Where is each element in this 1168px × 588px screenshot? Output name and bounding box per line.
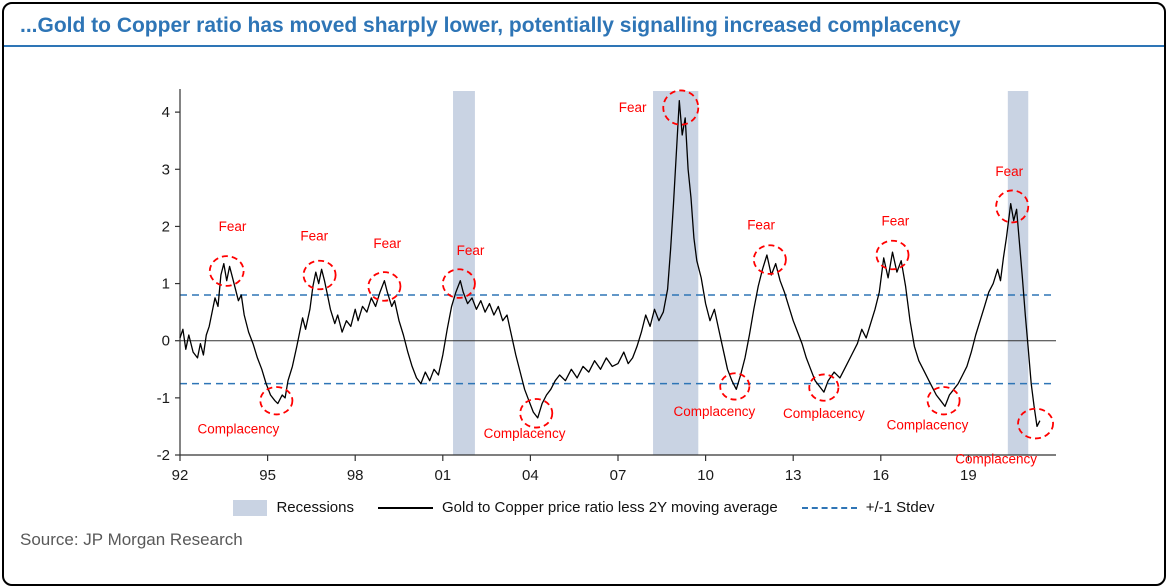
complacency-label: Complacency: [783, 406, 865, 421]
x-axis-tick-label: 19: [960, 467, 977, 484]
fear-ellipse: [441, 268, 476, 299]
chart-area: 4 3 2 1 0 -1 -2 92 95 98 01 04 07 10 13 16 19 Fear Fear Fea…: [4, 47, 1164, 499]
x-axis-tick-label: 13: [785, 467, 802, 484]
x-axis-tick-label: 95: [259, 467, 276, 484]
fear-ellipse: [302, 259, 337, 291]
fear-label: Fear: [619, 100, 647, 115]
y-axis-tick-label: 3: [162, 161, 170, 178]
legend-label-stdev: +/-1 Stdev: [865, 499, 935, 516]
complacency-label: Complacency: [887, 417, 969, 432]
x-axis-tick-label: 04: [522, 467, 539, 484]
fear-ellipse: [875, 239, 910, 271]
complacency-ellipse: [259, 386, 294, 416]
ratio-line: [179, 100, 1041, 428]
fear-label: Fear: [882, 213, 910, 228]
complacency-label: Complacency: [673, 404, 755, 419]
complacency-ellipse: [808, 373, 840, 402]
x-axis-tick-label: 01: [434, 467, 451, 484]
source-text: Source: JP Morgan Research: [20, 530, 243, 549]
fear-label: Fear: [300, 229, 328, 244]
ratio-line-swatch: [378, 506, 433, 509]
fear-ellipse: [367, 271, 402, 302]
y-axis-tick-label: -1: [157, 390, 170, 407]
complacency-label: Complacency: [484, 426, 566, 441]
x-axis-tick-label: 16: [872, 467, 889, 484]
fear-label: Fear: [219, 219, 247, 234]
legend-item-ratio-line: Gold to Copper price ratio less 2Y movin…: [378, 499, 778, 516]
y-axis-tick-label: 2: [162, 218, 170, 235]
fear-label: Fear: [747, 217, 775, 232]
recession-swatch: [233, 499, 268, 516]
recession-band: [453, 91, 475, 455]
legend: Recessions Gold to Copper price ratio le…: [4, 499, 1164, 516]
recession-band: [653, 91, 699, 455]
fear-label: Fear: [457, 243, 485, 258]
complacency-ellipse: [719, 372, 751, 401]
complacency-ellipse: [926, 386, 961, 416]
y-axis-tick-label: -2: [157, 447, 170, 464]
legend-label-ratio-line: Gold to Copper price ratio less 2Y movin…: [442, 499, 778, 516]
x-axis-tick-label: 10: [697, 467, 714, 484]
x-axis-tick-label: 92: [172, 467, 189, 484]
legend-item-stdev: +/-1 Stdev: [801, 499, 935, 516]
complacency-label: Complacency: [198, 421, 280, 436]
fear-ellipse: [752, 244, 787, 275]
fear-label: Fear: [995, 164, 1023, 179]
complacency-label: Complacency: [955, 452, 1037, 467]
page-title: ...Gold to Copper ratio has moved sharpl…: [4, 4, 1164, 47]
complacency-ellipse: [1017, 407, 1054, 440]
legend-label-recessions: Recessions: [276, 499, 354, 516]
fear-ellipse: [208, 255, 245, 287]
complacency-ellipse: [519, 398, 554, 429]
y-axis-tick-label: 1: [162, 276, 170, 293]
x-axis-tick-label: 07: [610, 467, 627, 484]
y-axis-tick-label: 4: [162, 104, 170, 121]
legend-item-recessions: Recessions: [233, 499, 354, 516]
y-axis-tick-label: 0: [162, 333, 170, 350]
fear-ellipse: [995, 189, 1030, 224]
recession-band: [1007, 91, 1029, 455]
fear-label: Fear: [373, 236, 401, 251]
x-axis-tick-label: 98: [347, 467, 364, 484]
stdev-swatch: [801, 506, 857, 509]
